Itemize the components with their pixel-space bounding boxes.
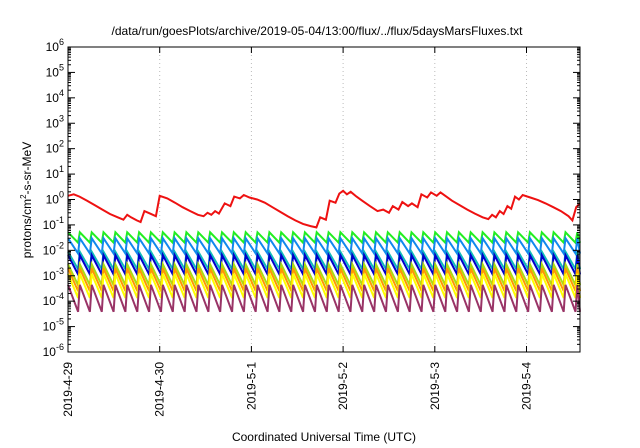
y-tick-label: 10-1 xyxy=(43,215,64,232)
y-axis-ticks: 10-6 10-5 10-4 10-3 10-2 10-1 100 101 102 103 104 1… xyxy=(43,37,580,359)
y-tick-label: 106 xyxy=(46,37,64,54)
y-tick-label: 100 xyxy=(46,190,64,207)
y-tick-label: 10-5 xyxy=(43,317,64,334)
series-group xyxy=(67,189,581,313)
chart-title: /data/run/goesPlots/archive/2019-05-04/1… xyxy=(112,24,524,38)
y-axis-label-base: protons/cm xyxy=(20,199,34,258)
y-tick-label: 104 xyxy=(46,88,64,105)
y-tick-label: 10-3 xyxy=(43,266,64,283)
y-axis-label: protons/cm2-s-sr-MeV xyxy=(19,142,34,258)
y-axis-label-sup: 2 xyxy=(19,194,28,199)
y-axis-label-rest: -s-sr-MeV xyxy=(20,142,34,195)
y-tick-label: 105 xyxy=(46,62,64,79)
y-tick-label: 10-4 xyxy=(43,291,64,308)
x-tick-label: 2019-5-1 xyxy=(244,362,258,410)
y-tick-label: 102 xyxy=(46,139,64,156)
x-tick-label: 2019-5-3 xyxy=(428,362,442,410)
y-tick-label: 10-6 xyxy=(43,342,64,359)
y-tick-label: 10-2 xyxy=(43,240,64,257)
y-tick-label: 101 xyxy=(46,164,64,181)
x-axis-ticks: 2019-4-29 2019-4-30 2019-5-1 2019-5-2 2019-5… xyxy=(61,47,534,417)
series-line xyxy=(67,189,581,229)
y-tick-label: 103 xyxy=(46,113,64,130)
x-tick-label: 2019-4-29 xyxy=(61,362,75,417)
series-line xyxy=(67,284,581,313)
x-tick-label: 2019-4-30 xyxy=(153,362,167,417)
x-tick-label: 2019-5-2 xyxy=(336,362,350,410)
series-line xyxy=(67,235,581,257)
series-line xyxy=(67,230,581,245)
x-tick-label: 2019-5-4 xyxy=(520,362,534,410)
x-axis-label: Coordinated Universal Time (UTC) xyxy=(232,430,416,444)
